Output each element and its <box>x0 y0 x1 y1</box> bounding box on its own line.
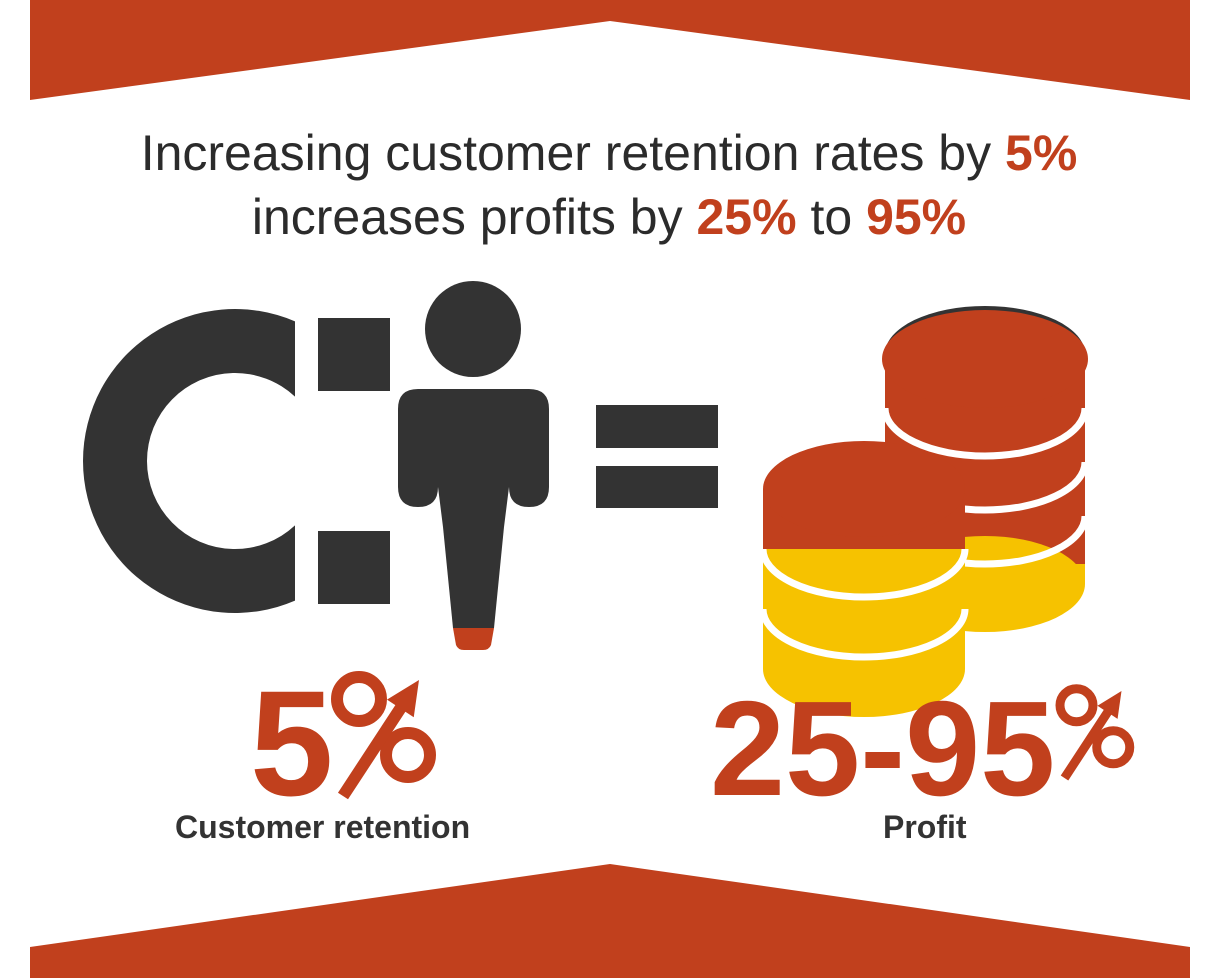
svg-text:Profit: Profit <box>883 809 967 845</box>
svg-text:5: 5 <box>250 659 333 827</box>
svg-text:Customer retention: Customer retention <box>175 809 470 845</box>
svg-text:25-95: 25-95 <box>710 673 1055 824</box>
